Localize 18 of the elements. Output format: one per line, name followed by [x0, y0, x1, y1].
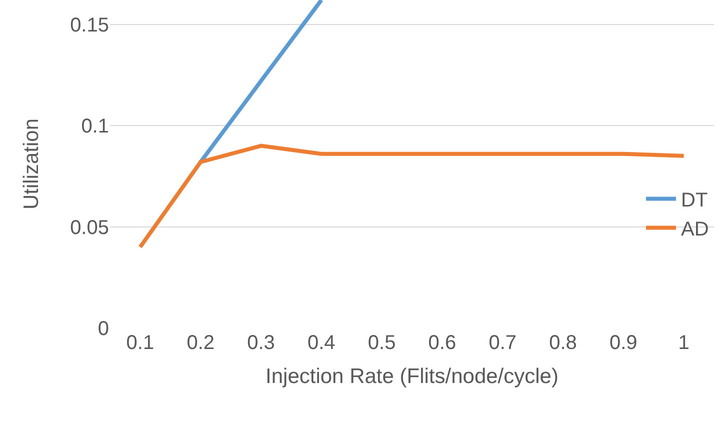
x-tick-label: 0.7 — [488, 332, 517, 354]
y-tick-label: 0.1 — [81, 116, 109, 138]
x-tick-label: 0.3 — [247, 332, 275, 354]
x-tick-label: 0.4 — [307, 332, 336, 354]
x-tick-label: 0.6 — [428, 332, 456, 354]
x-tick-label: 0.5 — [368, 332, 396, 354]
y-axis-title: Utilization — [20, 118, 44, 210]
x-tick-label: 1 — [678, 332, 690, 354]
legend-label: AD — [681, 218, 709, 240]
x-tick-label: 0.8 — [549, 332, 577, 354]
y-tick-label: 0.15 — [70, 14, 109, 36]
x-tick-label: 0.1 — [126, 332, 154, 354]
x-axis-title: Injection Rate (Flits/node/cycle) — [266, 365, 558, 388]
y-tick-label: 0.05 — [70, 216, 109, 239]
y-tick-label: 0 — [98, 318, 109, 340]
x-tick-label: 0.2 — [186, 332, 215, 354]
x-tick-label: 0.9 — [609, 332, 638, 354]
legend-label: DT — [681, 190, 708, 212]
